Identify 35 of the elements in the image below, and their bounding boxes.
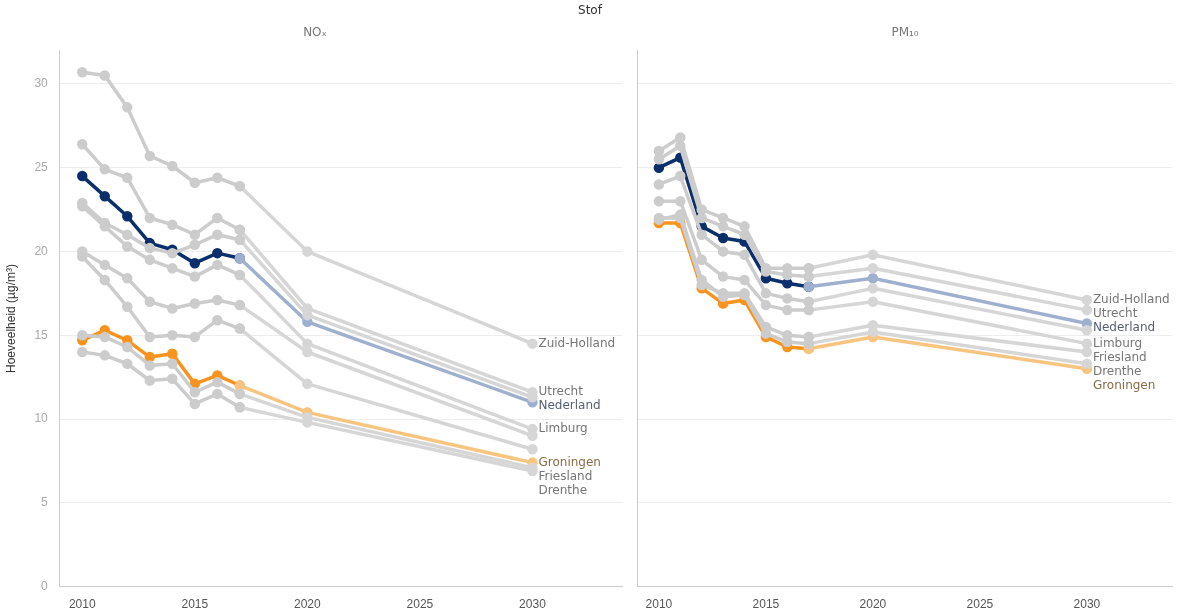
series-label: Drenthe: [538, 482, 588, 497]
y-tick-label: 10: [34, 411, 49, 426]
chart-subtitle: NOₓ: [303, 25, 327, 40]
x-tick-label: 2015: [752, 597, 780, 612]
y-tick-label: 15: [34, 327, 49, 342]
y-tick-label: 25: [34, 160, 49, 175]
x-tick-label: 2010: [645, 597, 673, 612]
x-tick-label: 2015: [181, 597, 209, 612]
y-tick-label: 0: [41, 578, 49, 593]
series-label: Groningen: [1092, 377, 1156, 392]
y-tick-label: 30: [34, 76, 49, 91]
series-label: Groningen: [538, 454, 601, 469]
x-tick-label: 2025: [406, 597, 434, 612]
y-tick-label: 20: [34, 243, 49, 258]
x-tick-label: 2030: [1073, 597, 1101, 612]
series-label: Friesland: [538, 468, 593, 483]
series-label: Limburg: [538, 421, 588, 436]
series-label: Nederland: [1092, 320, 1156, 335]
series-label: Zuid-Holland: [1092, 292, 1170, 307]
y-tick-label: 5: [41, 495, 49, 510]
chart-subtitle: PM₁₀: [891, 25, 919, 40]
x-tick-label: 2030: [519, 597, 547, 612]
series-label: Utrecht: [1092, 306, 1138, 321]
x-tick-label: 2010: [68, 597, 96, 612]
x-tick-label: 2025: [966, 597, 994, 612]
series-label: Friesland: [1092, 349, 1147, 364]
series-label: Zuid-Holland: [538, 335, 616, 350]
series-label: Drenthe: [1092, 363, 1142, 378]
x-tick-label: 2020: [859, 597, 887, 612]
x-tick-label: 2020: [294, 597, 322, 612]
y-axis-title: Hoeveelheid (µg/m³): [3, 264, 18, 373]
series-label: Nederland: [538, 398, 601, 413]
chart-title: Stof: [577, 2, 604, 19]
series-label: Limburg: [1092, 335, 1143, 350]
series-label: Utrecht: [538, 384, 584, 399]
